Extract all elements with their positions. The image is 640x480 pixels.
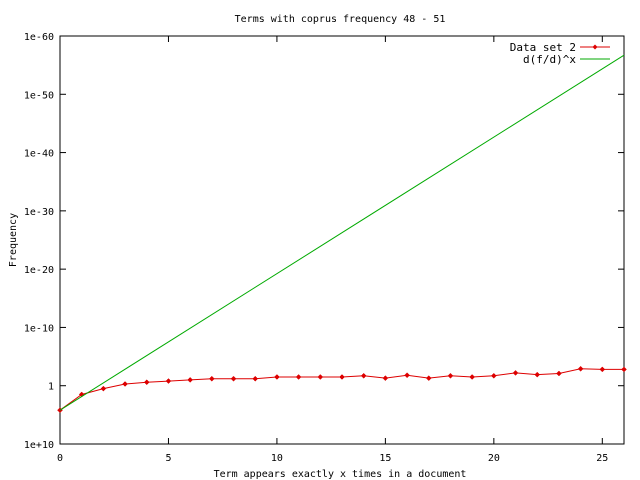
series-line-d-f-d-x <box>59 54 625 411</box>
data-point <box>187 377 194 383</box>
plot-frame <box>59 35 625 445</box>
data-point <box>295 374 302 380</box>
y-tick-label: 1 <box>48 382 54 393</box>
y-tick-label: 1e-50 <box>24 90 54 101</box>
data-point <box>208 375 215 382</box>
data-point <box>100 385 107 392</box>
x-tick-label: 15 <box>379 453 391 464</box>
data-point <box>556 370 562 377</box>
data-point <box>230 375 237 382</box>
series-layer <box>57 54 627 414</box>
y-tick-label: 1e-30 <box>24 207 54 218</box>
y-tick-label: 1e-20 <box>24 265 54 276</box>
data-point <box>469 374 476 380</box>
data-point <box>512 370 519 376</box>
data-point <box>339 374 345 380</box>
x-tick-label: 5 <box>165 453 171 464</box>
x-tick-label: 10 <box>271 453 283 464</box>
y-tick-label: 1e-60 <box>24 32 54 43</box>
y-axis-ticks: 1e+10 1 1e-10 1e-20 1e-30 1e-40 1e-50 1e-60 <box>24 32 624 451</box>
legend-label-data-set-2: Data set 2 <box>510 41 576 54</box>
data-point <box>382 375 389 381</box>
y-tick-label: 1e-40 <box>24 149 54 160</box>
y-tick-label: 1e-10 <box>24 323 54 334</box>
data-point <box>252 375 259 382</box>
y-axis-label: Frequency <box>8 213 19 267</box>
data-point <box>360 372 367 379</box>
x-tick-label: 20 <box>488 453 500 464</box>
data-point <box>447 372 454 379</box>
x-axis-ticks: 0 5 10 15 20 25 <box>57 36 608 464</box>
data-point <box>122 381 128 387</box>
x-axis-label: Term appears exactly x times in a docume… <box>214 469 467 480</box>
data-point <box>425 375 432 381</box>
data-point <box>577 365 584 372</box>
data-point <box>274 374 280 380</box>
data-point <box>143 379 150 386</box>
data-point <box>404 372 410 379</box>
data-point <box>621 366 627 373</box>
legend: Data set 2d(f/d)^x <box>510 41 610 66</box>
x-tick-label: 0 <box>57 453 63 464</box>
legend-marker <box>592 44 598 50</box>
data-point <box>599 366 606 373</box>
legend-label-d-f-d-x: d(f/d)^x <box>523 53 576 66</box>
data-point <box>317 374 324 380</box>
y-tick-label: 1e+10 <box>24 440 54 451</box>
data-point <box>165 378 172 384</box>
data-point <box>534 371 541 378</box>
data-point <box>490 372 497 379</box>
chart-title: Terms with coprus frequency 48 - 51 <box>235 14 446 25</box>
x-tick-label: 25 <box>596 453 608 464</box>
